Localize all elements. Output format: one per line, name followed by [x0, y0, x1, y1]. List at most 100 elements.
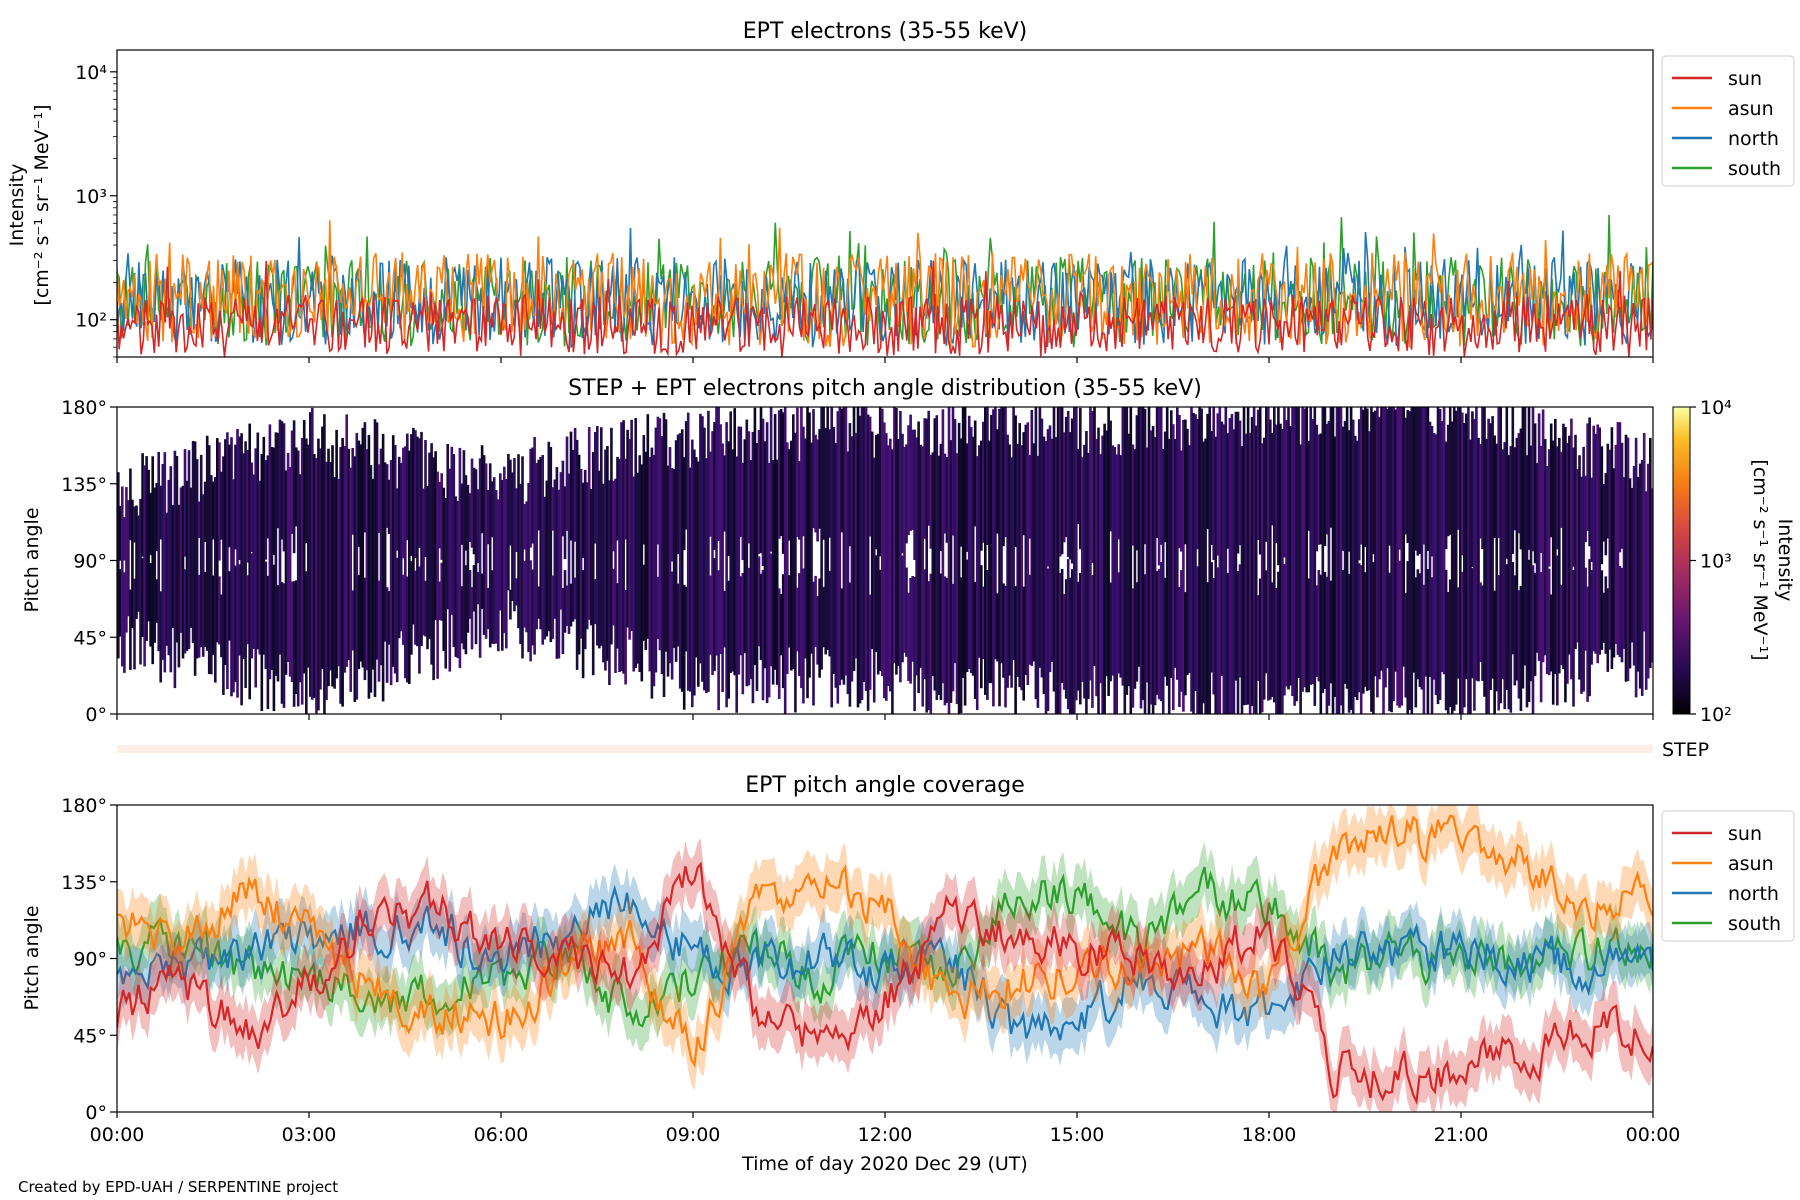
heatmap-cell: [1578, 455, 1581, 680]
heatmap-cell: [460, 586, 464, 644]
heatmap-cell: [779, 593, 783, 656]
heatmap-cell: [1283, 564, 1286, 696]
heatmap-cell: [268, 424, 272, 680]
heatmap-cell: [1430, 425, 1434, 557]
heatmap-cell: [424, 580, 427, 637]
heatmap-cell: [313, 454, 316, 698]
heatmap-cell: [1307, 440, 1311, 531]
heatmap-cell: [650, 447, 654, 699]
heatmap-cell: [913, 577, 916, 712]
heatmap-cell: [788, 449, 791, 541]
heatmap-cell: [1307, 578, 1311, 693]
panel3-legend: sun asun north south: [1661, 810, 1795, 942]
heatmap-cell: [644, 451, 648, 650]
heatmap-cell: [1382, 407, 1385, 714]
heatmap-cell: [282, 583, 286, 708]
heatmap-cell: [1422, 584, 1426, 714]
heatmap-cell: [513, 458, 516, 612]
heatmap-cell: [965, 443, 969, 552]
panel2-heatmap: [117, 407, 1653, 714]
heatmap-cell: [199, 454, 203, 648]
heatmap-cell: [1446, 424, 1450, 537]
heatmap-cell: [1299, 444, 1302, 714]
heatmap-cell: [1004, 407, 1007, 538]
heatmap-cell: [1252, 407, 1256, 714]
heatmap-cell: [1095, 439, 1098, 697]
series-asun-band: [117, 805, 1653, 1091]
heatmap-cell: [1024, 424, 1028, 676]
heatmap-cell: [1099, 454, 1102, 684]
heatmap-cell: [830, 407, 834, 708]
heatmap-cell: [1513, 575, 1517, 686]
heatmap-cell: [733, 408, 737, 676]
heatmap-cell: [931, 452, 935, 677]
heatmap-cell: [222, 456, 225, 695]
heatmap-cell: [1109, 582, 1112, 682]
series-asun-line: [117, 814, 1653, 1068]
heatmap-cell: [1159, 407, 1163, 545]
heatmap-cell: [1068, 432, 1072, 560]
heatmap-cell: [1315, 585, 1319, 677]
heatmap-cell: [373, 419, 377, 697]
y-tick-label: 10²: [75, 310, 107, 332]
heatmap-cell: [149, 563, 152, 647]
heatmap-cell: [1157, 569, 1161, 700]
series-sun-line: [117, 260, 1653, 357]
heatmap-cell: [298, 474, 302, 683]
heatmap-cell: [286, 453, 290, 662]
heatmap-cell: [1580, 476, 1583, 694]
heatmap-cell: [670, 468, 674, 562]
heatmap-cell: [486, 490, 490, 545]
heatmap-cell: [1317, 570, 1321, 682]
heatmap-cell: [769, 407, 773, 552]
heatmap-cell: [420, 431, 423, 647]
heatmap-cell: [731, 449, 735, 672]
heatmap-cell: [878, 569, 882, 671]
heatmap-cell: [444, 498, 448, 669]
heatmap-cell: [818, 578, 821, 678]
heatmap-cell: [250, 462, 254, 553]
heatmap-cell: [1113, 446, 1117, 714]
heatmap-cell: [602, 483, 605, 663]
heatmap-cell: [798, 573, 801, 677]
heatmap-cell: [828, 570, 832, 657]
heatmap-cell: [1560, 584, 1563, 666]
heatmap-cell: [385, 464, 389, 528]
heatmap-cell: [1467, 407, 1470, 714]
series-south-band: [117, 841, 1653, 1052]
heatmap-cell: [1202, 441, 1205, 704]
heatmap-cell: [1097, 427, 1100, 714]
heatmap-cell: [228, 444, 231, 548]
heatmap-cell: [278, 419, 282, 655]
heatmap-cell: [1287, 407, 1290, 690]
heatmap-cell: [1335, 407, 1339, 714]
heatmap-cell: [470, 587, 474, 650]
heatmap-cell: [1325, 423, 1329, 535]
heatmap-cell: [1384, 407, 1387, 688]
heatmap-cell: [472, 467, 476, 555]
heatmap-cell: [1554, 418, 1557, 675]
heatmap-cell: [814, 434, 817, 533]
heatmap-cell: [292, 420, 296, 554]
heatmap-cell: [941, 409, 945, 684]
heatmap-cell: [367, 434, 371, 699]
heatmap-cell: [1604, 473, 1608, 556]
heatmap-cell: [173, 450, 177, 689]
heatmap-cell: [1618, 566, 1622, 658]
heatmap-cell: [796, 407, 799, 537]
heatmap-cell: [438, 581, 441, 620]
heatmap-cell: [1495, 443, 1499, 692]
heatmap-cell: [1527, 407, 1531, 550]
heatmap-cell: [117, 472, 120, 659]
heatmap-cell: [965, 559, 969, 672]
heatmap-cell: [205, 435, 209, 651]
heatmap-cell: [604, 449, 607, 671]
heatmap-cell: [1070, 418, 1074, 564]
heatmap-cell: [1432, 433, 1436, 680]
heatmap-cell: [1622, 477, 1626, 649]
legend-box: [1661, 55, 1795, 187]
heatmap-cell: [490, 570, 494, 644]
heatmap-cell: [779, 409, 783, 537]
heatmap-cell: [565, 436, 569, 531]
heatmap-cell: [648, 456, 652, 672]
